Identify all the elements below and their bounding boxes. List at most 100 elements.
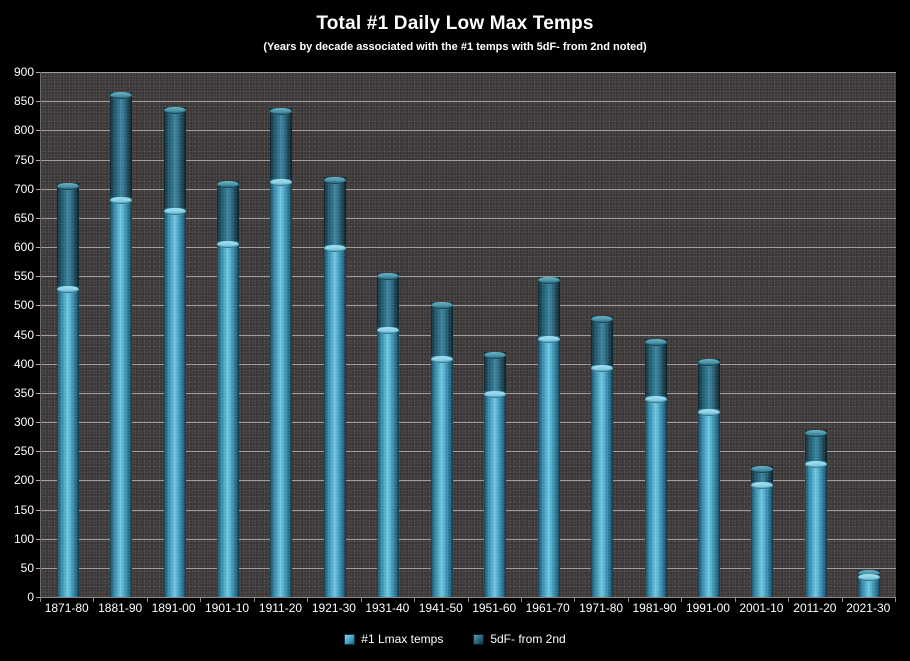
bar-cap-light bbox=[217, 240, 240, 248]
segment-5df-from-2nd bbox=[56, 182, 79, 287]
y-axis-label: 750 bbox=[13, 152, 34, 167]
segment-5df-from-2nd bbox=[644, 338, 667, 397]
gridline bbox=[41, 392, 896, 394]
gridline bbox=[41, 101, 896, 103]
y-axis-label: 400 bbox=[13, 356, 34, 371]
gridline bbox=[41, 188, 896, 190]
x-axis-tick bbox=[627, 598, 629, 602]
bar-1971-80 bbox=[591, 316, 614, 597]
gridline bbox=[41, 72, 896, 73]
segment-5df-from-2nd bbox=[110, 92, 133, 198]
x-axis-tick bbox=[253, 598, 255, 602]
segment-lmax-temps bbox=[537, 335, 560, 597]
bar-cap-dark bbox=[323, 177, 346, 184]
y-axis-label: 300 bbox=[13, 415, 34, 429]
bar-cap-light bbox=[858, 574, 881, 582]
segment-5df-from-2nd bbox=[323, 177, 346, 245]
bar-cap-dark bbox=[377, 272, 400, 280]
y-axis-label: 500 bbox=[13, 298, 34, 313]
bar-cap-dark bbox=[56, 182, 79, 190]
chart-title: Total #1 Daily Low Max Temps bbox=[316, 13, 594, 34]
bar-cap-light bbox=[591, 364, 614, 372]
x-axis-label: 1881-90 bbox=[98, 601, 143, 615]
bar-cap-light bbox=[751, 481, 774, 489]
x-axis-tick bbox=[681, 598, 683, 602]
bar-cap-light bbox=[430, 356, 453, 364]
y-axis-tick bbox=[36, 392, 40, 394]
y-axis-label: 50 bbox=[20, 560, 34, 575]
bar-cap-dark bbox=[270, 108, 293, 116]
segment-lmax-temps bbox=[644, 396, 667, 597]
y-axis-tick bbox=[36, 567, 40, 569]
x-axis-label: 1981-90 bbox=[632, 601, 677, 615]
gridline bbox=[41, 363, 896, 365]
bar-cap-light bbox=[323, 244, 346, 252]
y-axis-label: 450 bbox=[13, 327, 34, 342]
y-axis-tick bbox=[36, 159, 40, 161]
bar-1991-00 bbox=[697, 359, 720, 597]
segment-5df-from-2nd bbox=[697, 359, 720, 410]
x-axis-tick bbox=[574, 598, 576, 602]
x-axis-tick bbox=[360, 598, 362, 602]
y-axis-tick bbox=[36, 247, 40, 248]
legend: #1 Lmax temps 5dF- from 2nd bbox=[0, 632, 910, 646]
y-axis-tick bbox=[36, 538, 40, 540]
bar-cap-dark bbox=[697, 359, 720, 366]
y-axis-tick bbox=[36, 480, 40, 482]
segment-lmax-temps bbox=[163, 207, 186, 597]
segment-lmax-temps bbox=[377, 326, 400, 597]
y-axis-label: 600 bbox=[13, 240, 34, 254]
x-axis-tick bbox=[40, 598, 41, 602]
bar-cap-dark bbox=[751, 465, 774, 473]
y-axis-label: 700 bbox=[13, 181, 34, 196]
x-axis-tick bbox=[200, 598, 202, 602]
segment-lmax-temps bbox=[323, 244, 346, 597]
gridline bbox=[41, 422, 896, 423]
segment-5df-from-2nd bbox=[430, 302, 453, 357]
segment-5df-from-2nd bbox=[858, 569, 881, 577]
y-axis-tick bbox=[36, 597, 40, 598]
bar-1961-70 bbox=[537, 276, 560, 597]
y-axis-tick bbox=[36, 422, 40, 423]
x-axis-label: 1891-00 bbox=[151, 601, 196, 615]
x-axis-tick bbox=[467, 598, 469, 602]
bar-cap-dark bbox=[591, 316, 614, 324]
y-axis-tick bbox=[36, 334, 40, 336]
x-axis-label: 1951-60 bbox=[472, 601, 517, 615]
y-axis-tick bbox=[36, 305, 40, 307]
y-axis-label: 900 bbox=[13, 65, 34, 79]
y-axis-label: 250 bbox=[13, 444, 34, 459]
legend-label: #1 Lmax temps bbox=[361, 632, 444, 646]
x-axis-tick bbox=[307, 598, 309, 602]
legend-swatch-light bbox=[344, 633, 356, 645]
x-axis-tick bbox=[788, 598, 790, 602]
x-axis-label: 1871-80 bbox=[44, 601, 89, 615]
y-axis-tick bbox=[36, 276, 40, 278]
segment-lmax-temps bbox=[430, 356, 453, 597]
legend-label: 5dF- from 2nd bbox=[490, 632, 566, 646]
bar-cap-dark bbox=[537, 276, 560, 284]
bar-1881-90 bbox=[110, 92, 133, 597]
x-axis-label: 1921-30 bbox=[311, 601, 356, 615]
bar-1911-20 bbox=[270, 108, 293, 597]
bar-cap-light bbox=[377, 326, 400, 334]
gridline bbox=[41, 305, 896, 307]
segment-5df-from-2nd bbox=[804, 429, 827, 462]
bar-cap-dark bbox=[484, 352, 507, 359]
segment-lmax-temps bbox=[804, 461, 827, 597]
x-axis-tick bbox=[841, 598, 843, 602]
bar-cap-light bbox=[163, 207, 186, 215]
segment-5df-from-2nd bbox=[217, 181, 240, 241]
segment-5df-from-2nd bbox=[591, 316, 614, 365]
y-axis-tick bbox=[36, 188, 40, 190]
segment-lmax-temps bbox=[56, 286, 79, 597]
bar-cap-light bbox=[537, 335, 560, 343]
x-axis-tick bbox=[734, 598, 736, 602]
segment-5df-from-2nd bbox=[537, 276, 560, 336]
y-axis-label: 100 bbox=[13, 531, 34, 546]
y-axis-label: 350 bbox=[13, 385, 34, 400]
segment-lmax-temps bbox=[697, 409, 720, 597]
x-axis-label: 2021-30 bbox=[846, 601, 891, 615]
bar-cap-dark bbox=[217, 181, 240, 189]
